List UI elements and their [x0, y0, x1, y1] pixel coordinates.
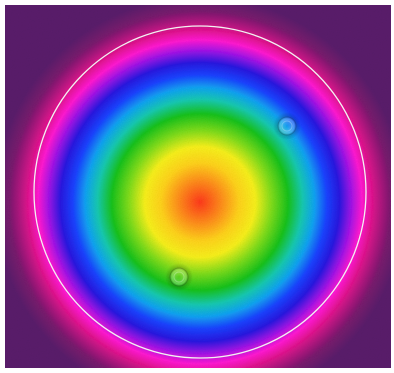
- aperture-circle: [33, 25, 367, 359]
- beam-profile-image: [5, 5, 391, 368]
- beam-profile-svg: [5, 5, 391, 368]
- fringe-artifact-lower-left: [165, 263, 193, 291]
- beam-intensity-field: [5, 5, 391, 368]
- fringe-artifact-upper-right: [273, 112, 301, 140]
